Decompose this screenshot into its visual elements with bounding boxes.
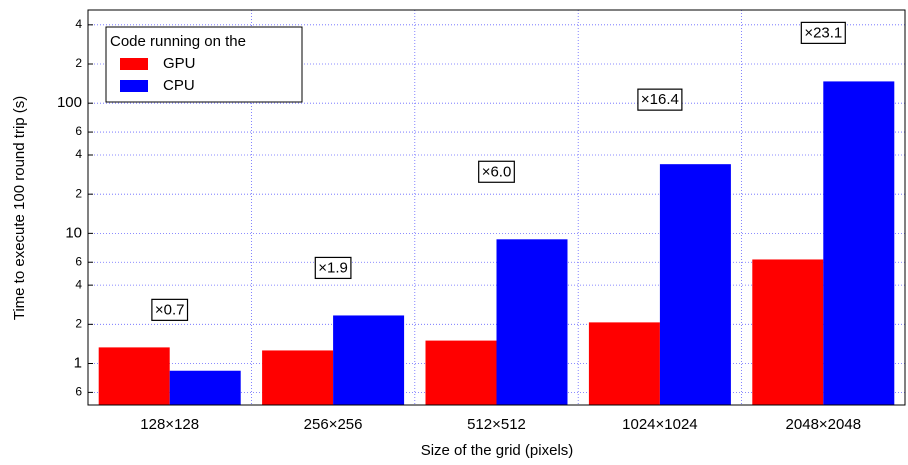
annotation-text: ×23.1 — [804, 24, 842, 41]
bar — [262, 350, 334, 405]
legend-label: CPU — [163, 77, 195, 94]
legend-label: GPU — [163, 55, 196, 72]
x-tick-label: 2048×2048 — [786, 416, 862, 433]
bar — [588, 322, 660, 405]
y-tick-label: 2 — [75, 186, 82, 200]
bar — [659, 164, 731, 405]
annotation: ×16.4 — [637, 88, 683, 111]
annotation-text: ×1.9 — [318, 259, 348, 276]
x-tick-label: 256×256 — [304, 416, 363, 433]
y-tick-label: 6 — [75, 254, 82, 268]
annotation-text: ×6.0 — [482, 163, 512, 180]
bar — [169, 370, 241, 405]
y-tick-label: 2 — [75, 317, 82, 331]
annotation: ×1.9 — [314, 256, 352, 280]
y-tick-label: 4 — [75, 147, 82, 161]
annotation-box — [478, 160, 515, 183]
bar — [823, 81, 895, 405]
bar — [496, 239, 568, 405]
y-tick-label: 6 — [75, 385, 82, 399]
legend-swatch — [120, 80, 148, 92]
y-axis-title: Time to execute 100 round trip (s) — [11, 96, 28, 321]
legend-swatch — [120, 58, 148, 70]
plot-frame — [87, 9, 906, 406]
bar — [333, 315, 405, 405]
annotation-text: ×0.7 — [155, 301, 185, 318]
y-tick-label: 2 — [75, 56, 82, 70]
y-tick-label: 6 — [75, 124, 82, 138]
y-tick-label: 100 — [57, 94, 82, 111]
x-tick-label: 512×512 — [467, 416, 526, 433]
bar — [752, 259, 824, 405]
x-axis-title: Size of the grid (pixels) — [421, 442, 574, 459]
bar — [98, 347, 170, 405]
bar — [425, 340, 497, 405]
annotation-text: ×16.4 — [641, 91, 679, 108]
x-tick-label: 128×128 — [140, 416, 199, 433]
y-tick-label: 4 — [75, 277, 82, 291]
y-tick-label: 10 — [65, 224, 82, 241]
legend: Code running on the GPU CPU — [105, 26, 303, 103]
legend-title: Code running on the — [110, 33, 246, 50]
annotation-box — [151, 298, 189, 321]
x-tick-label: 1024×1024 — [622, 416, 698, 433]
annotation: ×23.1 — [800, 21, 846, 44]
annotation-box — [637, 88, 683, 111]
annotation: ×0.7 — [151, 298, 189, 321]
annotation-box — [800, 21, 846, 44]
annotation: ×6.0 — [478, 160, 515, 183]
y-tick-label: 4 — [75, 17, 82, 31]
y-tick-label: 1 — [74, 354, 82, 371]
annotation-box — [314, 256, 352, 280]
